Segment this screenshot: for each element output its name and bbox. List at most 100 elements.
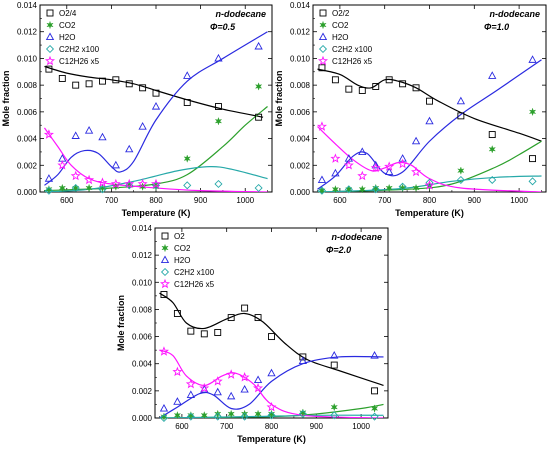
data-point-o2 (214, 329, 222, 336)
data-point-c2h2 (254, 183, 263, 193)
data-point-c2h2 (528, 177, 537, 186)
data-point-c12h26 (124, 178, 135, 189)
data-point-c2h2 (344, 185, 353, 194)
y-tick-label: 0.004 (290, 135, 311, 144)
x-tick-label: 600 (175, 422, 189, 431)
fit-curve-h2o (159, 355, 384, 418)
data-point-o2 (200, 330, 208, 338)
legend-marker-co2 (46, 20, 54, 30)
y-tick-label: 0.014 (290, 1, 311, 10)
data-point-h2o (456, 96, 466, 105)
data-point-c12h26 (97, 177, 108, 187)
data-point-c2h2 (213, 412, 222, 421)
data-point-o2 (318, 64, 326, 72)
data-point-o2 (268, 333, 275, 341)
data-point-o2 (85, 80, 93, 88)
data-point-h2o (425, 116, 434, 125)
fit-curve-c12h26 (317, 126, 542, 192)
legend-marker-c2h2 (318, 44, 328, 54)
y-tick-label: 0.006 (132, 333, 153, 342)
data-point-h2o (331, 168, 340, 177)
data-point-o2 (139, 84, 147, 92)
data-point-c12h26 (110, 178, 121, 189)
data-point-c2h2 (159, 413, 168, 423)
data-point-c12h26 (266, 401, 277, 412)
legend-marker-o2 (161, 232, 169, 240)
legend-label-o2: O2/4 (59, 9, 77, 18)
x-axis-title: Temperature (K) (122, 208, 191, 218)
x-tick-label: 700 (220, 422, 234, 431)
y-tick-label: 0.008 (17, 81, 38, 90)
fit-curve-c2h2 (159, 414, 384, 418)
data-point-co2 (214, 409, 222, 419)
legend-marker-c12h26 (318, 55, 328, 66)
data-point-c2h2 (240, 412, 249, 421)
data-point-c12h26 (57, 160, 68, 170)
y-tick-label: 0.008 (290, 81, 311, 90)
data-point-o2 (227, 314, 235, 322)
data-point-o2 (125, 80, 133, 88)
data-point-c12h26 (330, 153, 341, 163)
data-point-c2h2 (298, 409, 307, 418)
data-point-co2 (183, 154, 191, 163)
data-point-o2 (331, 76, 339, 84)
data-point-o2 (254, 314, 262, 322)
data-point-co2 (187, 411, 195, 420)
y-tick-label: 0.012 (132, 251, 153, 260)
x-tick-label: 900 (468, 196, 482, 205)
data-point-c12h26 (158, 346, 169, 356)
x-tick-label: 900 (310, 422, 324, 431)
y-axis-title: Mole fraction (116, 295, 126, 351)
data-point-c12h26 (212, 376, 223, 386)
legend-marker-c2h2 (160, 267, 170, 277)
data-point-h2o (370, 351, 379, 359)
legend-label-co2: CO2 (332, 21, 349, 30)
fit-curve-h2o (317, 59, 542, 190)
data-point-c12h26 (84, 174, 95, 185)
data-point-h2o (298, 356, 308, 365)
y-tick-label: 0.010 (132, 278, 153, 287)
data-point-h2o (71, 131, 80, 139)
data-point-co2 (330, 402, 338, 412)
y-axis-title: Mole fraction (1, 70, 11, 126)
data-point-co2 (372, 183, 380, 193)
data-point-h2o (186, 390, 196, 398)
data-point-c12h26 (316, 121, 327, 131)
y-tick-label: 0.004 (132, 360, 153, 369)
data-point-h2o (183, 71, 192, 79)
data-point-c12h26 (343, 160, 354, 170)
fit-curve-co2 (44, 106, 268, 192)
x-axis-title: Temperature (K) (395, 208, 464, 218)
phi-annotation: Φ=0.5 (210, 22, 236, 32)
fuel-annotation: n-dodecane (215, 9, 266, 19)
phi-annotation: Φ=1.0 (484, 22, 509, 32)
data-point-h2o (330, 351, 339, 359)
legend-marker-co2 (161, 243, 169, 253)
data-point-c12h26 (172, 366, 183, 377)
data-point-co2 (58, 183, 66, 193)
legend-label-co2: CO2 (174, 244, 191, 253)
y-tick-label: 0.006 (290, 108, 311, 117)
y-tick-label: 0.000 (132, 414, 153, 423)
data-point-co2 (85, 183, 93, 193)
y-tick-label: 0.006 (17, 108, 38, 117)
legend-label-o2: O2/2 (332, 9, 350, 18)
legend: O2/2 CO2 H2O C2H2 x100 C12H26 x5 (318, 9, 373, 66)
y-tick-label: 0.000 (17, 188, 38, 197)
data-point-c2h2 (214, 179, 223, 189)
legend-marker-o2 (319, 9, 327, 17)
data-point-o2 (399, 80, 407, 88)
x-tick-label: 600 (60, 196, 74, 205)
data-point-o2 (345, 85, 353, 93)
chart-panel-2: 600 700 800 900 1000 0.000 0.002 0.004 0.006 0.00… (274, 1, 547, 218)
data-point-o2 (457, 112, 465, 120)
data-point-o2 (152, 89, 160, 97)
data-point-o2 (215, 103, 222, 110)
data-point-o2 (412, 84, 420, 92)
data-point-o2 (241, 304, 249, 312)
data-point-c12h26 (424, 180, 435, 190)
data-point-h2o (214, 53, 223, 62)
legend-label-c2h2: C2H2 x100 (174, 268, 215, 277)
data-point-o2 (358, 87, 366, 94)
